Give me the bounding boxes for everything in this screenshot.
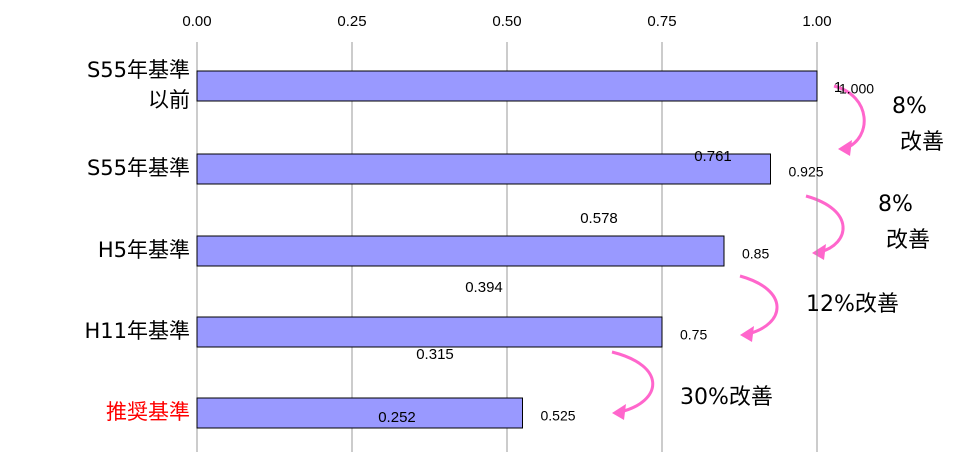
annotation: 12%改善	[806, 292, 899, 317]
arrow	[833, 84, 866, 150]
bar	[196, 153, 771, 185]
x-tick-label: 0.75	[647, 13, 676, 30]
category-label: H5年基準	[97, 238, 190, 262]
category-label: S55年基準 以前	[86, 58, 190, 112]
bar	[196, 397, 523, 429]
arrowhead	[838, 140, 852, 156]
annotation: 改善	[900, 130, 945, 155]
arrow	[611, 350, 655, 414]
category-label: 推奨基準	[106, 400, 190, 424]
x-tick-label: 1.00	[802, 13, 831, 30]
value-label: 0.925	[789, 164, 824, 180]
annotation: 8%	[892, 94, 927, 119]
other-label: 0.761	[694, 148, 732, 165]
value-label: 0.75	[680, 327, 707, 343]
annotation: 改善	[886, 228, 931, 253]
arrowheads	[612, 140, 852, 420]
bar	[196, 235, 725, 267]
x-tick-label: 0.50	[492, 13, 521, 30]
other-label: 1	[834, 79, 842, 96]
x-tick-label: 0.25	[337, 13, 366, 30]
bar	[196, 70, 818, 102]
value-label: 1.000	[839, 81, 874, 97]
x-tick-label: 0.00	[182, 13, 211, 30]
arrowhead	[812, 244, 826, 260]
other-label: 0.578	[580, 210, 618, 227]
value-label: 0.85	[742, 246, 769, 262]
other-label: 0.252	[378, 409, 416, 426]
bar	[196, 316, 663, 348]
category-label: H11年基準	[84, 319, 190, 343]
arrowhead	[740, 326, 754, 342]
value-label: 0.525	[541, 408, 576, 424]
arrow	[739, 274, 779, 336]
category-label: S55年基準	[86, 156, 190, 180]
annotation: 30%改善	[680, 385, 773, 410]
arrowhead	[612, 404, 626, 420]
other-label: 0.394	[465, 279, 503, 296]
annotation: 8%	[878, 192, 913, 217]
arrows	[611, 84, 866, 414]
other-label: 0.315	[416, 346, 454, 363]
arrow	[805, 194, 845, 254]
